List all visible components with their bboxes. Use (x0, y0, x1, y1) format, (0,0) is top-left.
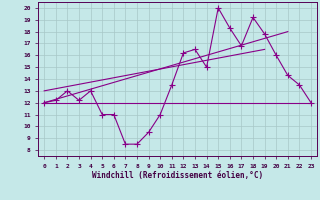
X-axis label: Windchill (Refroidissement éolien,°C): Windchill (Refroidissement éolien,°C) (92, 171, 263, 180)
